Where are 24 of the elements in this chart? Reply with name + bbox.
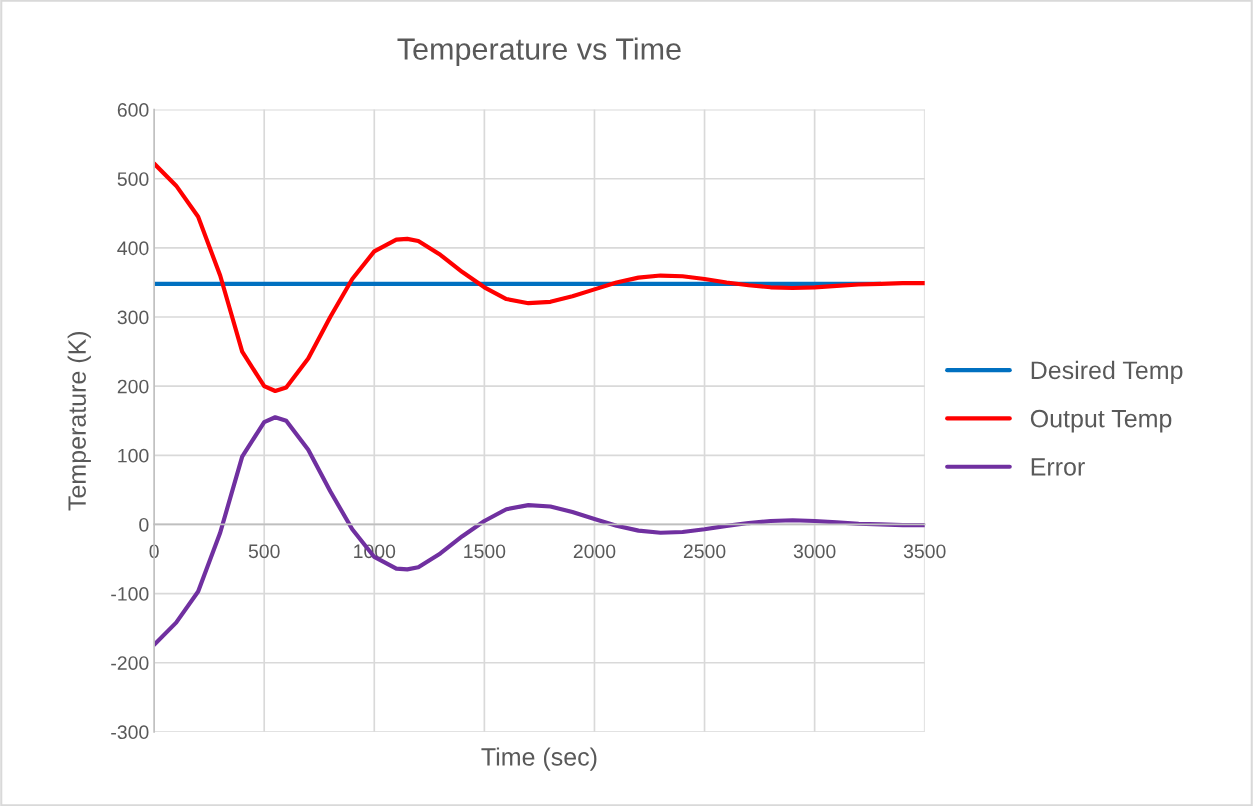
y-tick-label: 500 bbox=[117, 172, 149, 186]
line-series bbox=[154, 161, 925, 394]
x-tick-label: 2500 bbox=[683, 544, 726, 559]
chart-title: Temperature vs Time bbox=[397, 37, 681, 66]
y-tick-label: -200 bbox=[111, 656, 149, 670]
legend-label: Output Temp bbox=[1030, 409, 1172, 433]
x-axis-title: Time (sec) bbox=[481, 747, 597, 771]
x-tick-label: 0 bbox=[149, 544, 159, 559]
y-tick-label: -300 bbox=[111, 725, 149, 740]
x-tick-label: 500 bbox=[248, 544, 280, 559]
legend-label: Error bbox=[1031, 458, 1085, 476]
y-tick-label: 600 bbox=[117, 103, 149, 117]
x-tick-label: 2000 bbox=[573, 544, 616, 559]
y-tick-label: 100 bbox=[118, 448, 149, 463]
y-tick-label: 300 bbox=[117, 310, 149, 325]
x-tick-label: 3500 bbox=[903, 544, 946, 559]
x-tick-label: 3000 bbox=[793, 544, 836, 559]
legend-label: Desired Temp bbox=[1031, 360, 1183, 385]
y-tick-label: -100 bbox=[111, 587, 149, 601]
y-tick-label: 0 bbox=[139, 517, 149, 532]
y-tick-label: 400 bbox=[117, 241, 149, 256]
x-tick-label: 1500 bbox=[464, 544, 506, 559]
y-tick-label: 200 bbox=[117, 379, 149, 394]
y-axis-title: Temperature (K) bbox=[67, 331, 91, 511]
